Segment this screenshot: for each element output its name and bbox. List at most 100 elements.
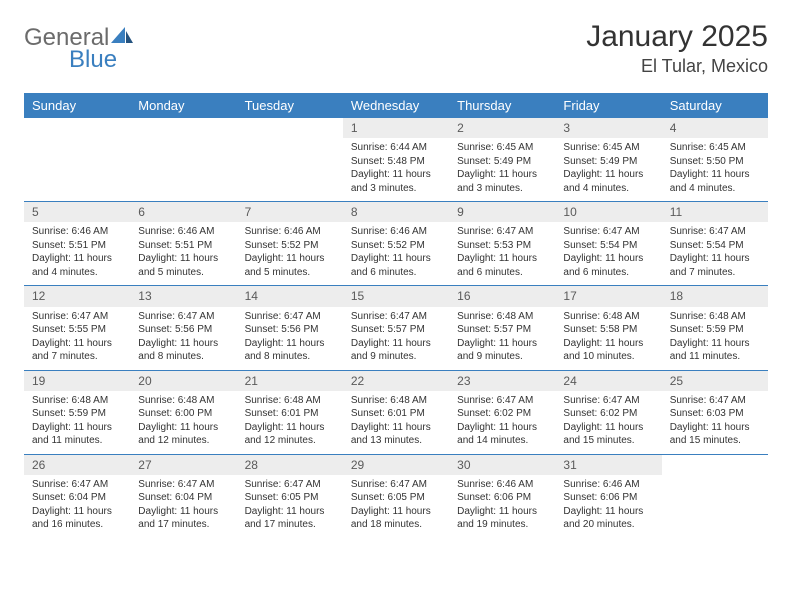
sunset-line: Sunset: 5:57 PM [351,323,441,337]
day-number: 20 [130,371,236,391]
day-number: 18 [662,286,768,306]
day-cell: 7Sunrise: 6:46 AMSunset: 5:52 PMDaylight… [237,202,343,285]
daylight-line: Daylight: 11 hours and 6 minutes. [563,252,653,279]
sunrise-line: Sunrise: 6:47 AM [138,478,228,492]
day-number: 22 [343,371,449,391]
day-cell: 25Sunrise: 6:47 AMSunset: 6:03 PMDayligh… [662,371,768,454]
sunset-line: Sunset: 5:49 PM [563,155,653,169]
sunrise-line: Sunrise: 6:48 AM [245,394,335,408]
day-body: Sunrise: 6:47 AMSunset: 6:05 PMDaylight:… [343,475,449,538]
day-cell: 13Sunrise: 6:47 AMSunset: 5:56 PMDayligh… [130,286,236,369]
sunset-line: Sunset: 6:06 PM [457,491,547,505]
day-number: 16 [449,286,555,306]
logo: GeneralBlue [24,20,133,72]
day-cell: 26Sunrise: 6:47 AMSunset: 6:04 PMDayligh… [24,455,130,538]
sunset-line: Sunset: 6:04 PM [32,491,122,505]
sunset-line: Sunset: 6:01 PM [245,407,335,421]
sunset-line: Sunset: 5:59 PM [670,323,760,337]
daylight-line: Daylight: 11 hours and 7 minutes. [32,337,122,364]
sunrise-line: Sunrise: 6:45 AM [563,141,653,155]
day-number: 25 [662,371,768,391]
day-body: Sunrise: 6:46 AMSunset: 5:51 PMDaylight:… [130,222,236,285]
sunrise-line: Sunrise: 6:47 AM [563,225,653,239]
daylight-line: Daylight: 11 hours and 20 minutes. [563,505,653,532]
sunset-line: Sunset: 5:59 PM [32,407,122,421]
day-body: Sunrise: 6:48 AMSunset: 6:00 PMDaylight:… [130,391,236,454]
day-body: Sunrise: 6:45 AMSunset: 5:49 PMDaylight:… [555,138,661,201]
day-number: 29 [343,455,449,475]
daylight-line: Daylight: 11 hours and 4 minutes. [563,168,653,195]
day-number: 8 [343,202,449,222]
day-cell [24,118,130,201]
day-cell: 17Sunrise: 6:48 AMSunset: 5:58 PMDayligh… [555,286,661,369]
dow-cell: Tuesday [237,93,343,118]
sunset-line: Sunset: 5:55 PM [32,323,122,337]
sunset-line: Sunset: 5:52 PM [351,239,441,253]
day-number: 26 [24,455,130,475]
sunrise-line: Sunrise: 6:47 AM [32,478,122,492]
day-cell: 9Sunrise: 6:47 AMSunset: 5:53 PMDaylight… [449,202,555,285]
day-number: 27 [130,455,236,475]
day-body [237,138,343,147]
day-number: 4 [662,118,768,138]
daylight-line: Daylight: 11 hours and 8 minutes. [138,337,228,364]
sunrise-line: Sunrise: 6:47 AM [457,225,547,239]
sunrise-line: Sunrise: 6:46 AM [138,225,228,239]
sunrise-line: Sunrise: 6:47 AM [457,394,547,408]
daylight-line: Daylight: 11 hours and 6 minutes. [351,252,441,279]
day-body: Sunrise: 6:47 AMSunset: 5:56 PMDaylight:… [130,307,236,370]
day-body: Sunrise: 6:46 AMSunset: 5:52 PMDaylight:… [237,222,343,285]
days-of-week-row: SundayMondayTuesdayWednesdayThursdayFrid… [24,93,768,118]
day-number: 23 [449,371,555,391]
sunrise-line: Sunrise: 6:48 AM [457,310,547,324]
dow-cell: Wednesday [343,93,449,118]
week-row: 19Sunrise: 6:48 AMSunset: 5:59 PMDayligh… [24,371,768,455]
daylight-line: Daylight: 11 hours and 3 minutes. [351,168,441,195]
day-number: 2 [449,118,555,138]
day-body: Sunrise: 6:47 AMSunset: 6:03 PMDaylight:… [662,391,768,454]
sunrise-line: Sunrise: 6:47 AM [245,478,335,492]
calendar: SundayMondayTuesdayWednesdayThursdayFrid… [24,93,768,538]
sunrise-line: Sunrise: 6:48 AM [138,394,228,408]
day-body: Sunrise: 6:45 AMSunset: 5:50 PMDaylight:… [662,138,768,201]
page-title: January 2025 [586,20,768,54]
day-body: Sunrise: 6:46 AMSunset: 5:52 PMDaylight:… [343,222,449,285]
sunrise-line: Sunrise: 6:47 AM [351,478,441,492]
day-cell: 19Sunrise: 6:48 AMSunset: 5:59 PMDayligh… [24,371,130,454]
day-number: 24 [555,371,661,391]
day-cell: 14Sunrise: 6:47 AMSunset: 5:56 PMDayligh… [237,286,343,369]
day-body: Sunrise: 6:47 AMSunset: 5:55 PMDaylight:… [24,307,130,370]
daylight-line: Daylight: 11 hours and 3 minutes. [457,168,547,195]
daylight-line: Daylight: 11 hours and 17 minutes. [138,505,228,532]
day-cell: 22Sunrise: 6:48 AMSunset: 6:01 PMDayligh… [343,371,449,454]
week-row: 1Sunrise: 6:44 AMSunset: 5:48 PMDaylight… [24,118,768,202]
sunrise-line: Sunrise: 6:46 AM [457,478,547,492]
day-cell: 11Sunrise: 6:47 AMSunset: 5:54 PMDayligh… [662,202,768,285]
daylight-line: Daylight: 11 hours and 15 minutes. [670,421,760,448]
day-number: 31 [555,455,661,475]
daylight-line: Daylight: 11 hours and 9 minutes. [457,337,547,364]
dow-cell: Sunday [24,93,130,118]
day-cell [662,455,768,538]
day-number: 12 [24,286,130,306]
sunrise-line: Sunrise: 6:48 AM [351,394,441,408]
daylight-line: Daylight: 11 hours and 18 minutes. [351,505,441,532]
sunset-line: Sunset: 6:02 PM [563,407,653,421]
day-cell: 21Sunrise: 6:48 AMSunset: 6:01 PMDayligh… [237,371,343,454]
day-body: Sunrise: 6:48 AMSunset: 5:59 PMDaylight:… [662,307,768,370]
day-number: 7 [237,202,343,222]
sunrise-line: Sunrise: 6:48 AM [670,310,760,324]
day-number: 21 [237,371,343,391]
day-cell: 5Sunrise: 6:46 AMSunset: 5:51 PMDaylight… [24,202,130,285]
daylight-line: Daylight: 11 hours and 14 minutes. [457,421,547,448]
day-cell: 28Sunrise: 6:47 AMSunset: 6:05 PMDayligh… [237,455,343,538]
sunrise-line: Sunrise: 6:47 AM [138,310,228,324]
daylight-line: Daylight: 11 hours and 6 minutes. [457,252,547,279]
day-cell: 18Sunrise: 6:48 AMSunset: 5:59 PMDayligh… [662,286,768,369]
day-cell: 23Sunrise: 6:47 AMSunset: 6:02 PMDayligh… [449,371,555,454]
day-number: 13 [130,286,236,306]
sunrise-line: Sunrise: 6:47 AM [245,310,335,324]
sunset-line: Sunset: 5:56 PM [138,323,228,337]
day-body: Sunrise: 6:48 AMSunset: 6:01 PMDaylight:… [237,391,343,454]
day-body: Sunrise: 6:46 AMSunset: 6:06 PMDaylight:… [449,475,555,538]
